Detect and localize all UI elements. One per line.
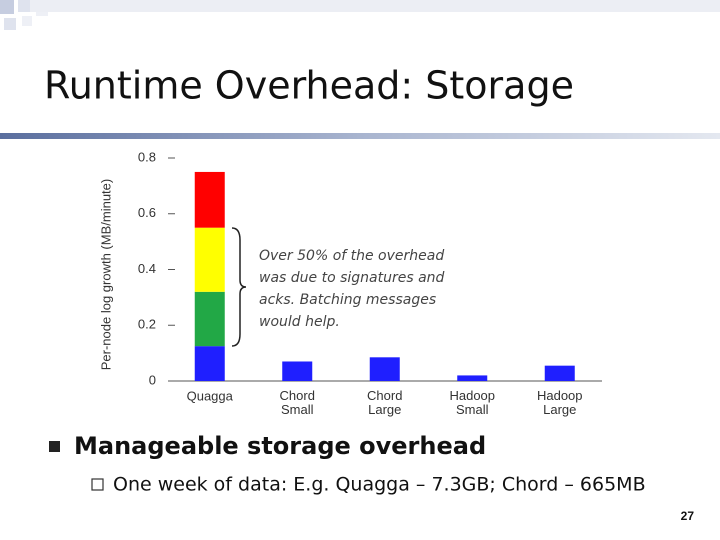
annotation-line: Over 50% of the overhead xyxy=(259,248,444,264)
y-tick-label: 0.2 xyxy=(138,317,156,332)
bullet: Manageable storage overhead xyxy=(74,432,486,460)
annotation: Over 50% of the overhead was due to signa… xyxy=(259,248,445,330)
bar xyxy=(194,291,225,347)
y-tick-label: 0 xyxy=(149,372,156,387)
bar xyxy=(544,365,575,381)
x-tick-label: Hadoop Large xyxy=(537,388,583,417)
slide-title: Runtime Overhead: Storage xyxy=(44,64,574,108)
page-number: 27 xyxy=(681,509,695,523)
bullet-marker xyxy=(49,441,60,452)
brace xyxy=(231,227,247,347)
bar xyxy=(282,361,313,381)
bar xyxy=(194,171,225,228)
y-tick-label: 0.4 xyxy=(138,261,156,276)
corner-decoration xyxy=(0,0,720,30)
y-axis-label: Per-node log growth (MB/minute) xyxy=(98,179,113,370)
chart: 0 0.2 0.4 0.6 0.8 Per-node log growth (MB/min… xyxy=(98,149,602,417)
x-tick-label: Chord Small xyxy=(280,388,315,417)
bar xyxy=(369,357,400,381)
y-tick-label: 0.6 xyxy=(138,205,156,220)
bar xyxy=(457,375,488,381)
annotation-line: would help. xyxy=(259,314,340,330)
bar xyxy=(194,227,225,292)
sub-bullet: One week of data: E.g. Quagga – 7.3GB; C… xyxy=(113,474,646,496)
x-tick-label: Hadoop Small xyxy=(449,388,495,417)
sub-bullet-marker xyxy=(91,478,104,491)
title-rule xyxy=(0,133,720,139)
x-tick-label: Chord Large xyxy=(367,388,402,417)
y-tick-label: 0.8 xyxy=(138,149,156,164)
annotation-line: was due to signatures and xyxy=(259,270,445,286)
bar xyxy=(194,346,225,381)
annotation-line: acks. Batching messages xyxy=(259,292,436,308)
x-tick-label: Quagga xyxy=(187,388,234,403)
